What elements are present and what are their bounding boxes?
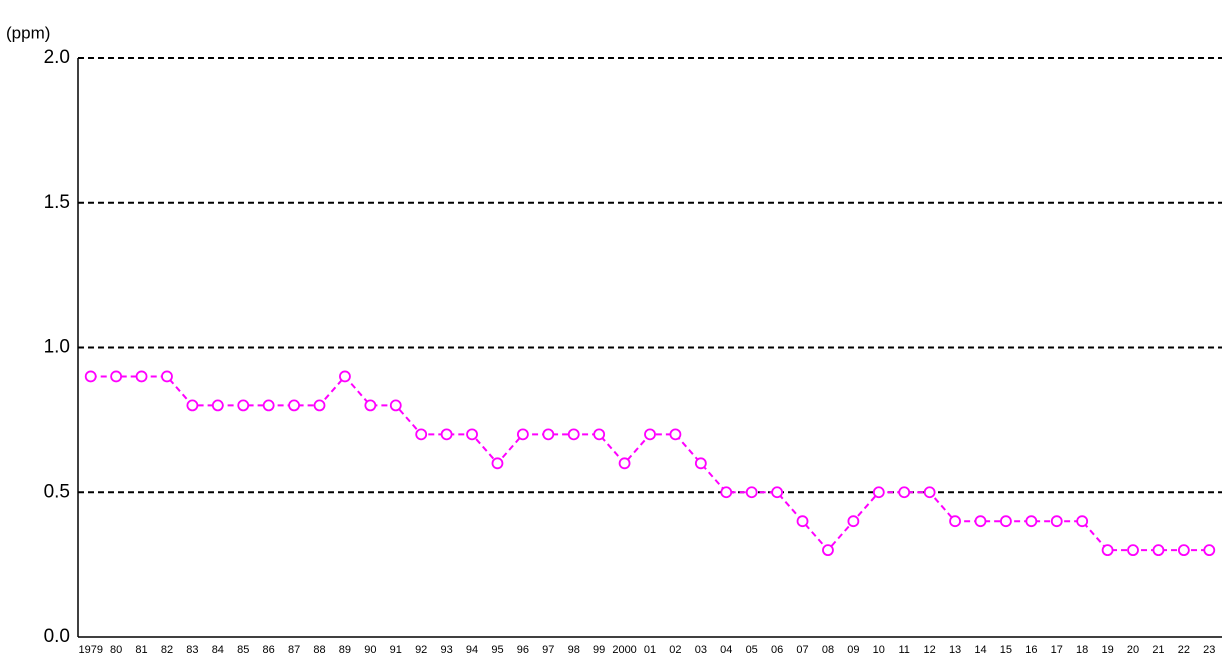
x-tick-label: 03: [695, 644, 707, 656]
data-point: [1000, 515, 1012, 528]
x-tick-label: 05: [746, 644, 758, 656]
x-tick-label: 91: [390, 644, 402, 656]
data-point: [796, 515, 809, 528]
x-tick-label: 89: [339, 644, 351, 656]
x-tick-label: 96: [517, 644, 529, 656]
y-tick-label: 0.5: [44, 481, 70, 502]
data-point: [644, 428, 656, 441]
x-tick-label: 80: [110, 644, 122, 656]
y-tick-label: 0.0: [44, 626, 70, 647]
data-point: [1101, 544, 1114, 557]
x-tick-label: 82: [161, 644, 173, 656]
data-point: [567, 428, 580, 441]
data-point: [898, 486, 911, 499]
x-tick-label: 21: [1152, 644, 1164, 656]
data-point: [694, 457, 707, 470]
data-point: [1152, 544, 1165, 557]
x-tick-label: 01: [644, 644, 656, 656]
x-tick-label: 2000: [612, 644, 636, 656]
data-point: [135, 370, 148, 383]
data-point: [974, 515, 987, 528]
x-tick-label: 13: [949, 644, 961, 656]
x-tick-label: 95: [491, 644, 503, 656]
data-point: [669, 428, 682, 441]
data-point: [542, 428, 555, 441]
x-tick-label: 18: [1076, 644, 1088, 656]
data-point: [288, 399, 300, 412]
data-point: [1127, 544, 1139, 557]
data-point: [923, 486, 936, 499]
x-tick-label: 14: [974, 644, 986, 656]
x-tick-label: 15: [1000, 644, 1012, 656]
x-tick-label: 1979: [78, 644, 102, 656]
data-point: [745, 486, 758, 499]
x-tick-label: 99: [593, 644, 605, 656]
data-point: [491, 457, 504, 470]
x-tick-label: 19: [1101, 644, 1113, 656]
x-tick-label: 12: [924, 644, 936, 656]
x-tick-label: 02: [669, 644, 681, 656]
x-tick-label: 08: [822, 644, 834, 656]
x-tick-label: 83: [186, 644, 198, 656]
data-point: [313, 399, 326, 412]
y-axis-label: (ppm): [6, 23, 50, 42]
data-point: [186, 399, 199, 412]
data-point: [720, 486, 733, 499]
data-point: [415, 428, 428, 441]
data-point: [1076, 515, 1089, 528]
data-point: [847, 515, 860, 528]
data-point: [516, 428, 529, 441]
data-point: [389, 399, 402, 412]
data-point: [110, 370, 123, 383]
data-point: [440, 428, 453, 441]
data-point: [237, 399, 250, 412]
x-tick-label: 98: [568, 644, 580, 656]
x-tick-label: 07: [796, 644, 808, 656]
x-tick-label: 16: [1025, 644, 1037, 656]
x-tick-label: 86: [263, 644, 275, 656]
x-tick-label: 17: [1051, 644, 1063, 656]
data-point: [211, 399, 224, 412]
x-tick-label: 90: [364, 644, 376, 656]
x-tick-label: 10: [873, 644, 885, 656]
x-tick-label: 04: [720, 644, 732, 656]
x-tick-label: 06: [771, 644, 783, 656]
data-point: [1203, 544, 1216, 557]
x-tick-label: 20: [1127, 644, 1139, 656]
x-tick-label: 88: [313, 644, 325, 656]
data-line: [90, 374, 1210, 552]
x-tick-label: 23: [1203, 644, 1215, 656]
x-tick-label: 94: [466, 644, 478, 656]
x-tick-label: 97: [542, 644, 554, 656]
y-tick-label: 1.5: [44, 192, 70, 213]
data-point: [949, 515, 961, 528]
data-point: [466, 428, 478, 441]
data-point: [1177, 544, 1190, 557]
data-point: [1050, 515, 1063, 528]
data-point: [262, 399, 275, 412]
y-tick-label: 1.0: [44, 337, 70, 358]
x-tick-label: 85: [237, 644, 249, 656]
data-point: [161, 370, 173, 383]
x-tick-label: 93: [440, 644, 452, 656]
x-tick-label: 09: [847, 644, 859, 656]
data-point: [872, 486, 885, 499]
data-point: [1025, 515, 1038, 528]
x-tick-label: 87: [288, 644, 300, 656]
y-tick-label: 2.0: [44, 47, 70, 68]
data-point: [84, 370, 97, 383]
data-point: [364, 399, 377, 412]
data-point: [822, 544, 834, 557]
data-point: [618, 457, 631, 470]
data-point: [339, 370, 351, 383]
data-point: [593, 428, 606, 441]
x-tick-label: 81: [135, 644, 147, 656]
x-tick-label: 22: [1178, 644, 1190, 656]
x-tick-label: 92: [415, 644, 427, 656]
x-tick-label: 84: [212, 644, 224, 656]
data-point: [771, 486, 784, 499]
x-tick-label: 11: [899, 644, 910, 656]
